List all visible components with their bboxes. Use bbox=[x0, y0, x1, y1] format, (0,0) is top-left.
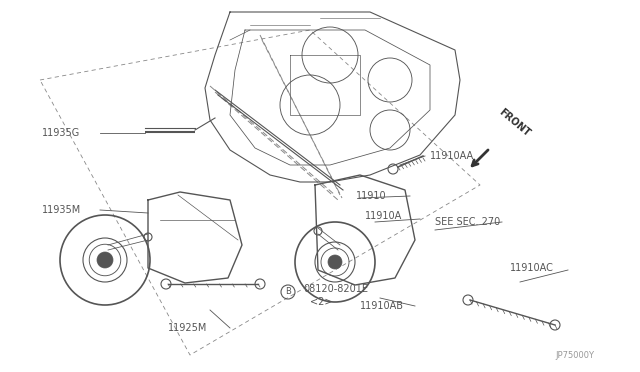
Text: JP75000Y: JP75000Y bbox=[555, 352, 594, 360]
Text: 11910AC: 11910AC bbox=[510, 263, 554, 273]
Text: FRONT: FRONT bbox=[497, 106, 532, 138]
Circle shape bbox=[97, 252, 113, 268]
Text: SEE SEC. 270: SEE SEC. 270 bbox=[435, 217, 500, 227]
Text: <2>: <2> bbox=[310, 297, 333, 307]
Text: 11910: 11910 bbox=[356, 191, 387, 201]
Text: 11925M: 11925M bbox=[168, 323, 207, 333]
Text: 08120-8201E: 08120-8201E bbox=[303, 284, 368, 294]
Text: 11910A: 11910A bbox=[365, 211, 403, 221]
Text: 11935G: 11935G bbox=[42, 128, 80, 138]
Text: 11910AA: 11910AA bbox=[430, 151, 474, 161]
Text: 11935M: 11935M bbox=[42, 205, 81, 215]
Text: 11910AB: 11910AB bbox=[360, 301, 404, 311]
Circle shape bbox=[328, 255, 342, 269]
Text: B: B bbox=[285, 288, 291, 296]
